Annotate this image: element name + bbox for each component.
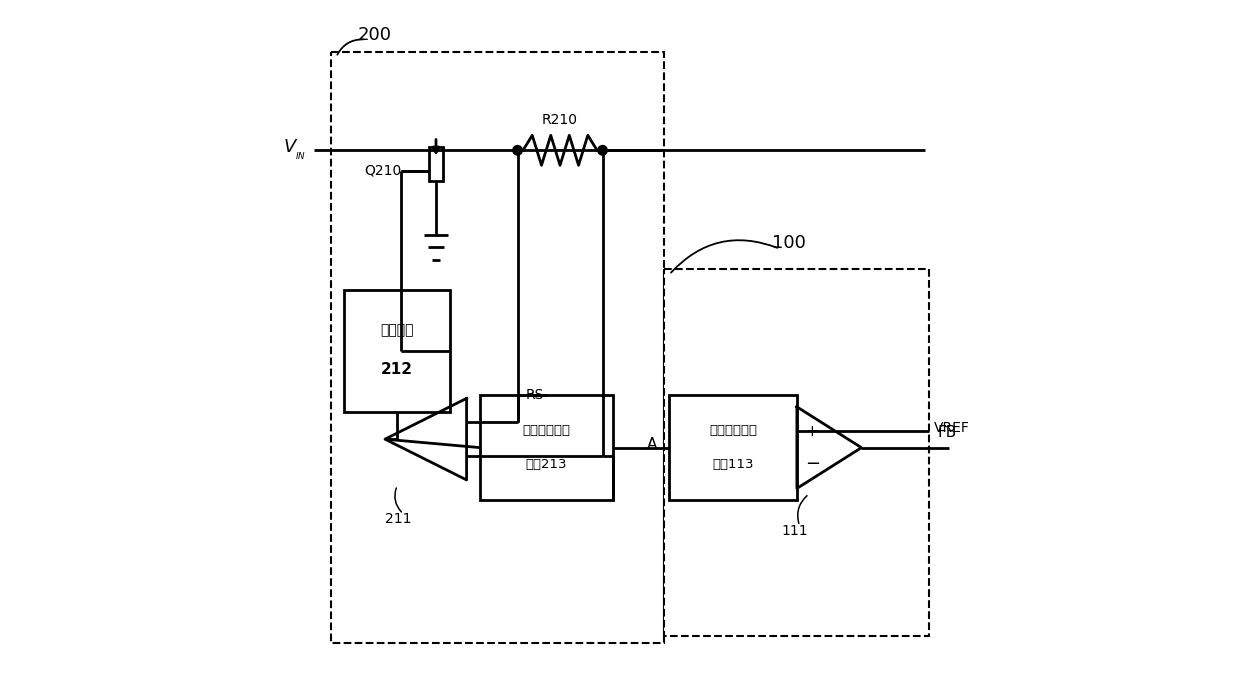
Text: 信号传输接收: 信号传输接收 bbox=[523, 424, 570, 437]
Text: A: A bbox=[647, 437, 657, 452]
Text: $V$: $V$ bbox=[282, 138, 299, 156]
Text: RS: RS bbox=[525, 388, 544, 402]
Bar bbox=[429, 147, 444, 181]
Text: +: + bbox=[805, 424, 818, 439]
Text: $_{IN}$: $_{IN}$ bbox=[295, 149, 306, 162]
Text: 212: 212 bbox=[380, 363, 413, 377]
Bar bbox=[344, 290, 450, 412]
Text: 电路213: 电路213 bbox=[525, 458, 567, 471]
Bar bbox=[481, 395, 613, 500]
Text: 100: 100 bbox=[772, 235, 807, 252]
Circle shape bbox=[513, 146, 523, 155]
Text: 信号传输发送: 信号传输发送 bbox=[709, 424, 757, 437]
Text: −: − bbox=[805, 455, 820, 473]
Text: 电路113: 电路113 bbox=[712, 458, 753, 471]
Circle shape bbox=[597, 146, 607, 155]
Text: Q210: Q210 bbox=[364, 164, 401, 178]
Text: 200: 200 bbox=[358, 25, 392, 44]
Bar bbox=[669, 395, 797, 500]
Text: FB: FB bbox=[938, 425, 957, 440]
Text: 驱动电路: 驱动电路 bbox=[380, 323, 414, 337]
Text: 211: 211 bbox=[385, 513, 411, 526]
Text: 111: 111 bbox=[782, 524, 808, 538]
Text: VREF: VREF bbox=[934, 421, 970, 435]
Bar bbox=[664, 269, 929, 636]
Bar bbox=[331, 52, 664, 643]
Text: R210: R210 bbox=[541, 113, 579, 127]
